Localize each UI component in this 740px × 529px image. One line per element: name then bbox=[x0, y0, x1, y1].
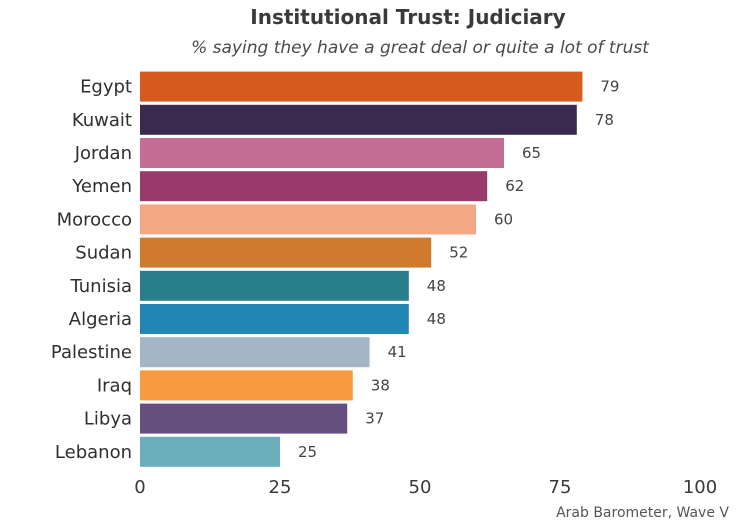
category-label-egypt: Egypt bbox=[80, 77, 132, 98]
category-labels: Egypt Kuwait Jordan Yemen Morocco Sudan Tunisi… bbox=[51, 77, 132, 463]
x-axis-ticks: 0 25 50 75 100 bbox=[134, 477, 717, 498]
category-label-morocco: Morocco bbox=[57, 209, 132, 230]
bar-morocco bbox=[140, 204, 476, 235]
bar-algeria bbox=[140, 304, 409, 334]
value-label-yemen: 62 bbox=[505, 177, 524, 195]
bars-layer bbox=[140, 71, 583, 467]
value-label-iraq: 38 bbox=[371, 376, 390, 394]
chart-title: Institutional Trust: Judiciary bbox=[250, 5, 565, 29]
x-tick-label: 75 bbox=[549, 477, 572, 498]
value-label-algeria: 48 bbox=[427, 310, 446, 328]
bar-iraq bbox=[140, 370, 353, 401]
category-label-lebanon: Lebanon bbox=[55, 442, 132, 463]
value-label-sudan: 52 bbox=[449, 244, 468, 262]
category-label-kuwait: Kuwait bbox=[72, 110, 132, 131]
category-label-tunisia: Tunisia bbox=[70, 276, 133, 297]
value-label-kuwait: 78 bbox=[595, 111, 614, 129]
category-label-libya: Libya bbox=[84, 409, 132, 430]
value-label-lebanon: 25 bbox=[298, 443, 317, 461]
bar-jordan bbox=[140, 138, 504, 168]
category-label-yemen: Yemen bbox=[71, 176, 132, 197]
x-tick-label: 0 bbox=[134, 477, 145, 498]
category-label-sudan: Sudan bbox=[75, 243, 132, 264]
value-label-libya: 37 bbox=[365, 410, 384, 428]
value-label-jordan: 65 bbox=[522, 144, 541, 162]
bar-lebanon bbox=[140, 436, 280, 467]
category-label-jordan: Jordan bbox=[74, 143, 132, 164]
bar-libya bbox=[140, 403, 348, 434]
category-label-iraq: Iraq bbox=[97, 375, 132, 396]
bar-palestine bbox=[140, 337, 370, 368]
bar-kuwait bbox=[140, 104, 577, 135]
value-label-tunisia: 48 bbox=[427, 277, 446, 295]
value-label-morocco: 60 bbox=[494, 210, 513, 228]
category-label-palestine: Palestine bbox=[51, 342, 132, 363]
x-tick-label: 25 bbox=[269, 477, 292, 498]
source-note: Arab Barometer, Wave V bbox=[556, 505, 729, 521]
bar-egypt bbox=[140, 71, 583, 102]
x-tick-label: 50 bbox=[409, 477, 432, 498]
bar-sudan bbox=[140, 237, 432, 268]
category-label-algeria: Algeria bbox=[69, 309, 132, 330]
value-label-palestine: 41 bbox=[388, 343, 407, 361]
value-label-egypt: 79 bbox=[600, 78, 619, 96]
chart-subtitle: % saying they have a great deal or quite… bbox=[191, 38, 650, 58]
bar-yemen bbox=[140, 171, 488, 202]
bar-tunisia bbox=[140, 270, 409, 301]
x-tick-label: 100 bbox=[683, 477, 717, 498]
